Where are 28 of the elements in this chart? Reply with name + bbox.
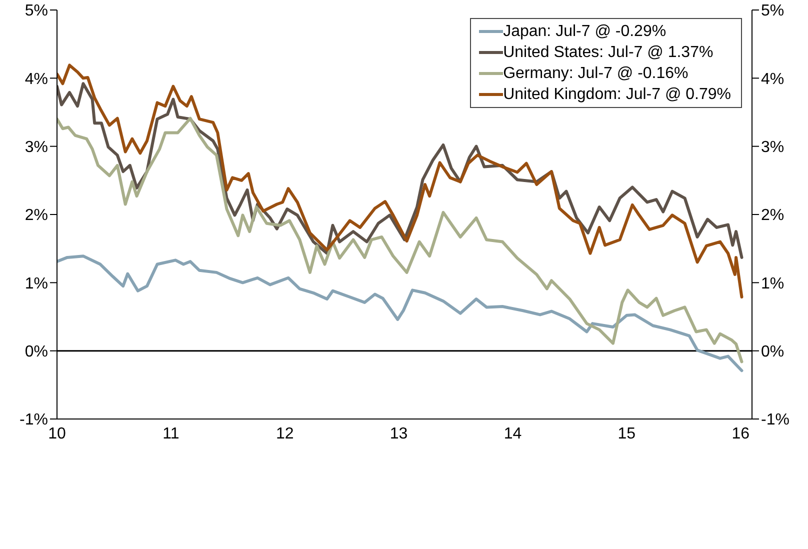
y2-tick-label: 2% <box>761 207 784 224</box>
line-series <box>57 64 744 298</box>
y2-tick-label: 4% <box>761 70 784 88</box>
y-tick-label: 1% <box>24 275 48 292</box>
y2-tick-label: 1% <box>761 275 784 292</box>
y2-tick-label: 5% <box>761 2 784 20</box>
line-series <box>57 254 744 372</box>
x-tick-label: 14 <box>504 425 522 442</box>
legend-label: United Kingdom: Jul-7 @ 0.79% <box>503 85 731 105</box>
y-tick-label: 3% <box>24 139 48 156</box>
x-tick-label: 16 <box>732 425 750 442</box>
legend-label: Germany: Jul-7 @ -0.16% <box>503 64 688 84</box>
x-tick-label: 12 <box>276 425 294 442</box>
y-tick-label: 0% <box>24 344 48 361</box>
x-tick-label: 15 <box>618 425 636 442</box>
line-series <box>57 116 744 364</box>
x-tick-label: 11 <box>162 425 180 442</box>
legend-label: United States: Jul-7 @ 1.37% <box>503 43 714 63</box>
y2-tick-label: 0% <box>761 344 784 361</box>
legend-label: Japan: Jul-7 @ -0.29% <box>503 22 666 42</box>
x-tick-label: 10 <box>48 425 66 442</box>
y-tick-label: 5% <box>24 2 48 20</box>
y2-tick-label: -1% <box>761 412 790 429</box>
y-tick-label: 2% <box>24 207 48 224</box>
x-tick-label: 13 <box>390 425 408 442</box>
y-tick-label: 4% <box>24 70 48 88</box>
y2-tick-label: 3% <box>761 139 784 156</box>
y-tick-label: -1% <box>20 412 48 429</box>
